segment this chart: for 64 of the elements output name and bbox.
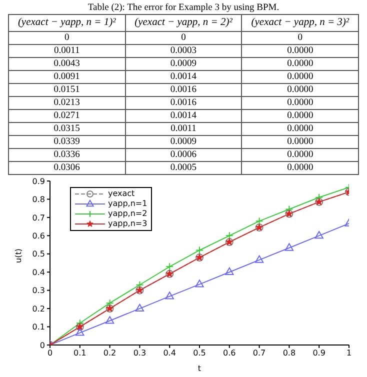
text: 0.0336 xyxy=(8,148,126,162)
text: 0.0043 xyxy=(8,58,126,70)
text: 0.0005 xyxy=(125,162,242,174)
x-tick-label: 1 xyxy=(346,348,352,358)
y-tick-label: 0.2 xyxy=(32,304,45,314)
text: 0.0000 xyxy=(242,136,358,148)
text: Table (2): The error for Example 3 by using BPM. xyxy=(86,2,280,14)
text: 0.0016 xyxy=(125,84,242,96)
text: 0.0000 xyxy=(242,122,358,136)
x-tick-label: 0.6 xyxy=(223,348,236,358)
y-tick-label: 0.1 xyxy=(32,322,45,332)
text: 0.0011 xyxy=(125,122,242,136)
text: 0 xyxy=(125,32,242,44)
y-tick-label: 0 xyxy=(40,340,45,350)
text: 0.0011 xyxy=(8,44,126,58)
text: 0.0213 xyxy=(8,96,126,110)
category-label: (yexact − yapp, n = 3)² xyxy=(242,14,358,32)
text: 0.0000 xyxy=(242,70,358,84)
x-tick-label: 0.8 xyxy=(282,348,296,358)
text: 0.0091 xyxy=(8,70,126,84)
category-label: (yexact − yapp, n = 2)² xyxy=(125,14,242,32)
x-tick-label: 0.1 xyxy=(74,348,86,358)
text: 0.0006 xyxy=(125,148,242,162)
text: 0 xyxy=(242,32,358,44)
text: 0.0000 xyxy=(242,58,358,70)
text: 0.0315 xyxy=(8,122,126,136)
text: 0.0000 xyxy=(242,96,358,110)
text: 0 xyxy=(8,32,126,44)
legend-label: yexact xyxy=(108,189,135,199)
text: 0.0000 xyxy=(242,84,358,96)
x-tick-label: 0.5 xyxy=(193,348,206,358)
y-tick-label: 0.8 xyxy=(32,195,45,204)
text: 0.0003 xyxy=(125,44,242,58)
text: 0.0014 xyxy=(125,110,242,122)
text: 0.0271 xyxy=(8,110,126,122)
x-tick-label: 0.7 xyxy=(252,348,266,358)
legend-label: yapp,n=3 xyxy=(108,219,148,229)
text: 0.0000 xyxy=(242,148,358,162)
y-tick-label: 0.6 xyxy=(32,232,45,241)
y-tick-label: 0.7 xyxy=(32,213,45,222)
x-tick-label: 0.4 xyxy=(163,348,176,358)
x-tick-label: 0.3 xyxy=(133,348,146,358)
text: 0.0000 xyxy=(242,162,358,174)
text: 0.0014 xyxy=(125,70,242,84)
text: 0.0151 xyxy=(8,84,126,96)
y-tick-label: 0.9 xyxy=(32,176,45,186)
text: 0.0000 xyxy=(242,44,358,58)
text: 0.0000 xyxy=(242,110,358,122)
text: 0.0009 xyxy=(125,136,242,148)
category-label: (yexact − yapp, n = 1)² xyxy=(8,14,126,32)
x-axis-title: t xyxy=(198,364,202,373)
legend-label: yapp,n=1 xyxy=(108,199,148,209)
x-tick-label: 0 xyxy=(47,348,53,358)
text: 0.0306 xyxy=(8,162,126,174)
legend-label: yapp,n=2 xyxy=(108,209,148,219)
y-tick-label: 0.3 xyxy=(32,286,45,296)
y-axis-title: u(t) xyxy=(14,248,23,263)
x-tick-label: 0.2 xyxy=(103,348,116,358)
text: 0.0009 xyxy=(125,58,242,70)
text: 0.0339 xyxy=(8,136,126,148)
y-tick-label: 0.5 xyxy=(32,250,45,259)
y-tick-label: 0.4 xyxy=(32,268,45,277)
text: 0.0016 xyxy=(125,96,242,110)
x-tick-label: 0.9 xyxy=(312,348,326,358)
